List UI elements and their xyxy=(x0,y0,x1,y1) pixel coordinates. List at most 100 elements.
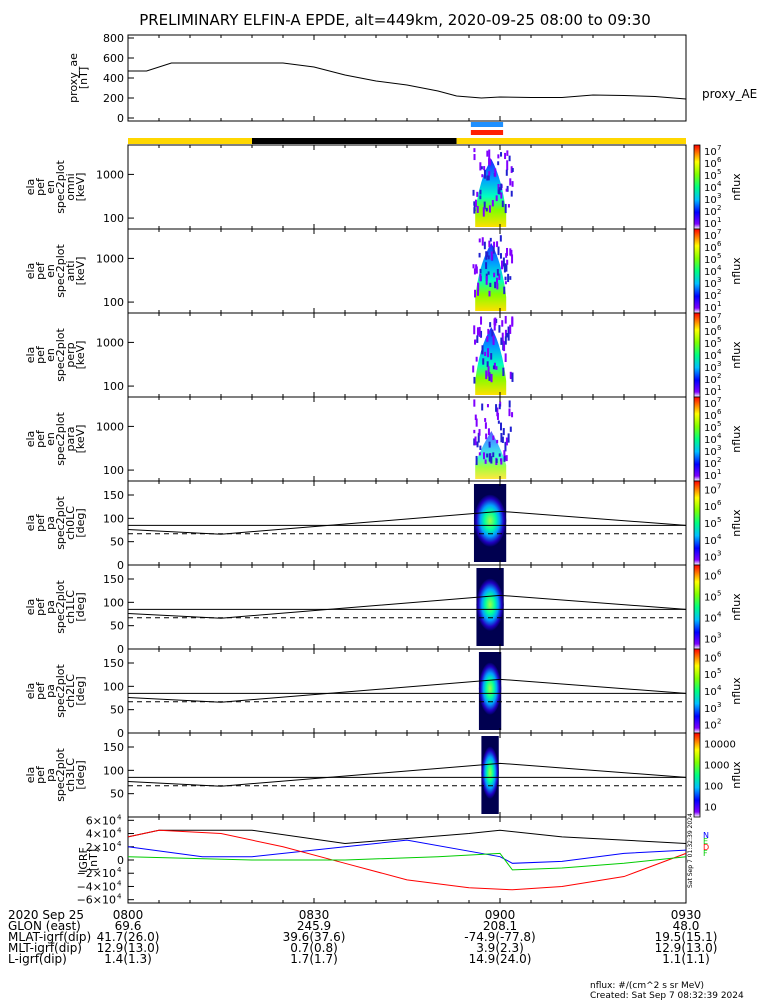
footer-cell: 19.5(15.1) xyxy=(655,930,718,944)
spec-speckle xyxy=(484,459,487,464)
panel-ylabel-line: pa xyxy=(44,768,57,782)
colorbar-tick-exponent: 1 xyxy=(717,300,721,308)
panel-ylabel-line: spec2plot xyxy=(54,412,67,466)
spec-speckle xyxy=(473,399,476,407)
igrf-tick-exponent: 4 xyxy=(117,879,122,887)
spec-tick-label: 100 xyxy=(103,296,124,309)
igrf-legend-N: N xyxy=(703,831,709,840)
pa-core-2 xyxy=(478,662,502,715)
colorbar-tick-label: 10 xyxy=(704,195,717,206)
colorbar-tick-exponent: 7 xyxy=(717,482,721,490)
spec-speckle xyxy=(511,316,514,325)
colorbar-tick-exponent: 6 xyxy=(717,569,722,577)
panel-ylabel-line: spec2plot xyxy=(54,496,67,550)
spec-speckle xyxy=(479,268,482,274)
spec-speckle xyxy=(485,251,488,260)
colorbar-spec1 xyxy=(693,228,701,314)
spec-speckle xyxy=(500,260,503,270)
spec-speckle xyxy=(479,273,482,282)
colorbar-tick-label: 10 xyxy=(704,363,717,374)
footer-cell: 14.9(24.0) xyxy=(469,952,532,966)
spec-speckle xyxy=(474,339,477,343)
spec-speckle xyxy=(506,259,509,265)
spec-speckle xyxy=(492,335,495,345)
panel-ylabel-line: omni xyxy=(64,173,77,200)
igrf-legend-D: D xyxy=(703,843,709,852)
igrf-side-text: Sat Sep 7 01:32:39 2024 xyxy=(687,813,694,888)
colorbar-tick-exponent: 6 xyxy=(717,324,722,332)
panel-ylabel-line: pef xyxy=(34,429,47,448)
spec-speckle xyxy=(486,175,489,181)
spec-tick-label: 1000 xyxy=(96,252,124,265)
colorbar-tick-label: 10 xyxy=(704,423,717,434)
spec-speckle xyxy=(474,436,477,446)
igrf-series-red xyxy=(127,829,687,891)
spec-speckle xyxy=(500,432,503,443)
spec-speckle xyxy=(503,450,506,456)
footer-cell: 0930 xyxy=(671,908,702,922)
spec-speckle xyxy=(473,207,476,214)
colorbar-spec2 xyxy=(693,312,701,398)
colorbar-tick-exponent: 3 xyxy=(717,276,721,284)
pa-frame-3 xyxy=(127,732,687,818)
colorbar-tick-exponent: 6 xyxy=(717,499,722,507)
loss-cone-line xyxy=(127,594,687,619)
colorbar-tick-label: 10 xyxy=(704,485,717,496)
spec-speckle xyxy=(503,341,506,352)
colorbar-tick-exponent: 4 xyxy=(717,611,722,619)
spec-speckle xyxy=(511,168,514,172)
zone-bar-segment xyxy=(128,138,252,144)
spec-speckle xyxy=(505,263,508,272)
spec-speckle xyxy=(482,358,485,365)
colorbar-tick-label: 10 xyxy=(704,803,717,814)
spec-speckle xyxy=(496,407,499,417)
footer-cell: 48.0 xyxy=(673,919,700,933)
pa-tick-label: 100 xyxy=(103,596,124,609)
spec-speckle xyxy=(475,266,478,274)
spec-speckle xyxy=(495,366,498,370)
colorbar-tick-exponent: 6 xyxy=(717,240,722,248)
spec-tick-label: 100 xyxy=(103,212,124,225)
spec-speckle xyxy=(503,286,506,295)
footer-cell: 1.1(1.1) xyxy=(662,952,710,966)
spec-speckle xyxy=(488,240,491,248)
spec-tick-label: 100 xyxy=(103,380,124,393)
spec-speckle xyxy=(487,328,490,335)
spec-tick-label: 1000 xyxy=(96,336,124,349)
colorbar-tick-exponent: 3 xyxy=(717,632,721,640)
spec-speckle xyxy=(500,183,503,191)
spec-speckle xyxy=(493,272,496,278)
pa-tick-label: 50 xyxy=(110,620,124,633)
pa-tick-label: 50 xyxy=(110,704,124,717)
spec-speckle xyxy=(483,169,486,179)
igrf-tick-label: −4×10 xyxy=(77,880,116,893)
spec-speckle xyxy=(508,408,511,417)
spec-speckle xyxy=(475,418,478,427)
colorbar-tick-label: 10 xyxy=(704,572,717,583)
panel-ylabel-line: pef xyxy=(34,345,47,364)
panel-ylabel-line: [keV] xyxy=(74,341,87,370)
panel-ylabel-line: en xyxy=(44,180,57,194)
footer-cell: 245.9 xyxy=(297,919,331,933)
colorbar-tick-exponent: 5 xyxy=(717,590,721,598)
spec-speckle xyxy=(484,418,487,422)
colorbar-tick-label: 10 xyxy=(704,447,717,458)
panel-ylabel-line: en xyxy=(44,432,57,446)
panel-ylabel-line: pa xyxy=(44,684,57,698)
colorbar-tick-label: 100 xyxy=(704,782,723,793)
ae-tick-label: 800 xyxy=(103,32,124,45)
spec-speckle xyxy=(487,366,490,376)
footer-cell: 0800 xyxy=(113,908,144,922)
spec-speckle xyxy=(488,453,491,462)
panel-ylabel-line: spec2plot xyxy=(54,160,67,214)
spec-speckle xyxy=(504,276,507,281)
spec-speckle xyxy=(484,422,487,429)
spec-speckle xyxy=(497,161,500,166)
panel-ylabel-line: pef xyxy=(34,765,47,784)
spec-speckle xyxy=(490,353,493,360)
flag-red xyxy=(470,130,504,135)
pa-tick-label: 50 xyxy=(110,536,124,549)
ae-line xyxy=(128,62,687,100)
spec-speckle xyxy=(485,207,488,212)
